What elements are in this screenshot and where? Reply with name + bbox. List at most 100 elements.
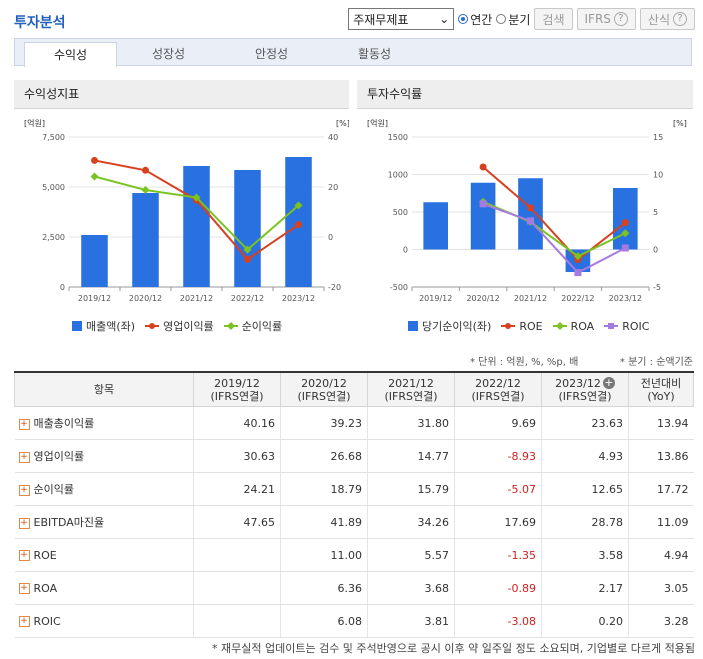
table-row[interactable]: + ROIC 6.08 3.81 -3.08 0.20 3.28 xyxy=(14,604,694,638)
table-row[interactable]: + 매출총이익률 40.16 39.23 31.80 9.69 23.63 13.94 xyxy=(14,406,694,440)
line-point xyxy=(243,245,252,254)
legend-item: 매출액(좌) xyxy=(72,318,135,334)
table-cell: 47.65 xyxy=(193,505,281,539)
radio-annual[interactable]: 연간 xyxy=(458,11,492,28)
legend-item: ROIC xyxy=(604,320,649,333)
line-point xyxy=(573,252,582,261)
x-tick-label: 2021/12 xyxy=(514,294,547,303)
x-tick-label: 2019/12 xyxy=(78,294,111,303)
tab-activity[interactable]: 활동성 xyxy=(357,47,392,61)
tab-profitability[interactable]: 수익성 xyxy=(24,42,117,67)
ifrs-button[interactable]: IFRS? xyxy=(576,8,636,30)
table-header-row: 항목 2019/12 (IFRS연결) 2020/12 (IFRS연결) 2021/… xyxy=(14,371,694,407)
y-left-tick: 1000 xyxy=(388,171,408,180)
table-cell: 14.77 xyxy=(367,439,455,473)
table-cell: -8.93 xyxy=(454,439,542,473)
table-row[interactable]: + ROE 11.00 5.57 -1.35 3.58 4.94 xyxy=(14,538,694,572)
line-point xyxy=(294,201,303,210)
bar xyxy=(81,235,108,287)
row-label[interactable]: + 순이익률 xyxy=(14,472,194,506)
y-right-tick: -5 xyxy=(653,283,661,292)
bar xyxy=(518,178,543,250)
select-value: 주재무제표 xyxy=(353,12,409,27)
row-label[interactable]: + 매출총이익률 xyxy=(14,406,194,440)
table-cell: 13.94 xyxy=(628,406,694,440)
profitability-chart: [억원] [%] 7,500 5,000 2,500 0 40 20 0 -20 2019/12… xyxy=(24,118,349,303)
unit-right: [%] xyxy=(336,119,349,128)
legend-item: 당기순이익(좌) xyxy=(408,318,491,334)
radio-quarter[interactable]: 분기 xyxy=(496,11,530,28)
row-label[interactable]: + EBITDA마진율 xyxy=(14,505,194,539)
help-icon: ? xyxy=(673,12,687,26)
row-name: 영업이익률 xyxy=(33,450,85,463)
row-label[interactable]: + ROIC xyxy=(14,604,194,638)
table-row[interactable]: + 영업이익률 30.63 26.68 14.77 -8.93 4.93 13.86 xyxy=(14,439,694,473)
row-label[interactable]: + ROA xyxy=(14,571,194,605)
tab-stability[interactable]: 안정성 xyxy=(254,47,289,61)
expand-icon[interactable]: + xyxy=(18,418,30,430)
tab-growth[interactable]: 성장성 xyxy=(151,47,186,61)
row-label[interactable]: + 영업이익률 xyxy=(14,439,194,473)
header-col: 2020/12 (IFRS연결) xyxy=(280,371,368,407)
search-button[interactable]: 검색 xyxy=(534,8,573,30)
expand-icon[interactable]: + xyxy=(18,583,30,594)
profitability-legend: 매출액(좌) 영업이익률 순이익률 xyxy=(72,318,282,334)
unit-right: [%] xyxy=(673,119,687,128)
expand-icon[interactable]: + xyxy=(18,550,30,561)
bar xyxy=(470,182,496,250)
row-name: EBITDA마진율 xyxy=(33,516,105,529)
bar xyxy=(132,193,159,287)
line-point xyxy=(90,172,99,181)
line-dot-swatch-icon xyxy=(145,323,160,329)
expand-icon[interactable]: + xyxy=(18,517,30,529)
bar-swatch-icon xyxy=(408,321,418,331)
table-cell: 11.09 xyxy=(628,505,694,539)
line-point xyxy=(527,217,534,225)
x-tick-label: 2023/12 xyxy=(609,294,642,303)
unit-left: [억원] xyxy=(367,118,388,128)
line-point xyxy=(479,163,487,171)
panel-title: 투자수익률 xyxy=(357,80,693,109)
header-item: 항목 xyxy=(14,371,194,407)
table-cell: -1.35 xyxy=(454,538,542,572)
table-cell: 6.08 xyxy=(280,604,368,638)
table-cell: 15.79 xyxy=(367,472,455,506)
table-row[interactable]: + EBITDA마진율 47.65 41.89 34.26 17.69 28.78 11.09 xyxy=(14,505,694,539)
formula-button[interactable]: 산식? xyxy=(639,8,695,30)
row-label[interactable]: + ROE xyxy=(14,538,194,572)
x-tick-label: 2020/12 xyxy=(466,294,499,303)
expand-icon[interactable]: + xyxy=(18,451,30,463)
chevron-down-icon: ⌄ xyxy=(439,12,450,26)
x-tick-label: 2023/12 xyxy=(282,294,315,303)
table-cell: 13.86 xyxy=(628,439,694,473)
table-cell: 39.23 xyxy=(280,406,368,440)
line-point xyxy=(295,221,302,229)
expand-icon[interactable]: + xyxy=(18,616,30,627)
table-cell: 2.17 xyxy=(541,571,629,605)
table-cell: 30.63 xyxy=(193,439,281,473)
radio-quarter-label: 분기 xyxy=(508,12,531,27)
radio-empty-icon xyxy=(496,14,507,24)
table-row[interactable]: + ROA 6.36 3.68 -0.89 2.17 3.05 xyxy=(14,571,694,605)
y-left-tick: 500 xyxy=(393,208,408,217)
table-cell: 0.20 xyxy=(541,604,629,638)
add-column-icon[interactable]: + xyxy=(602,375,615,389)
x-tick-label: 2022/12 xyxy=(561,294,594,303)
tab-bar: 수익성 성장성 안정성 활동성 xyxy=(14,38,692,67)
x-tick-label: 2022/12 xyxy=(231,294,264,303)
x-tick-label: 2019/12 xyxy=(419,294,452,303)
y-right-tick: 0 xyxy=(328,233,333,242)
statement-type-select[interactable]: 주재무제표 ⌄ xyxy=(348,8,455,30)
y-left-tick: 1500 xyxy=(388,133,408,142)
y-right-tick: -20 xyxy=(328,283,341,292)
row-name: ROIC xyxy=(33,614,61,628)
search-button-label: 검색 xyxy=(542,12,565,27)
table-row[interactable]: + 순이익률 24.21 18.79 15.79 -5.07 12.65 17.72 xyxy=(14,472,694,506)
y-left-tick: 0 xyxy=(60,283,65,292)
x-tick-label: 2021/12 xyxy=(180,294,213,303)
y-left-tick: -500 xyxy=(390,283,408,292)
return-panel: 투자수익률 [억원] [%] 1500 1000 500 0 -500 15 10 5 0 -5 2… xyxy=(357,80,693,340)
expand-icon[interactable]: + xyxy=(18,484,30,496)
table-cell: 23.63 xyxy=(541,406,629,440)
bar xyxy=(234,170,261,287)
